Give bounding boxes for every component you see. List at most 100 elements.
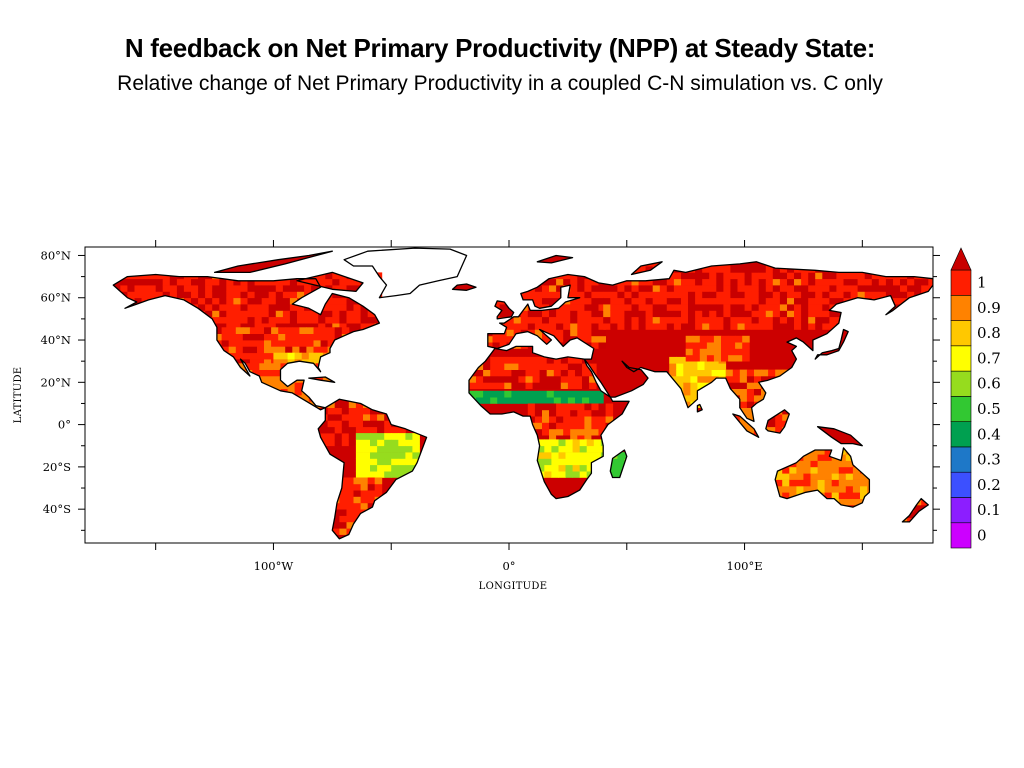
value-cell xyxy=(346,502,354,510)
value-cell xyxy=(584,335,592,343)
value-cell xyxy=(214,359,223,366)
value-cell xyxy=(308,365,317,373)
value-cell xyxy=(228,340,237,347)
value-cell xyxy=(570,428,578,436)
value-cell xyxy=(176,310,185,318)
value-cell xyxy=(268,323,277,330)
value-cell xyxy=(893,259,901,267)
value-cell xyxy=(235,359,244,366)
value-cell xyxy=(315,376,324,383)
value-cell xyxy=(398,433,406,440)
value-cell xyxy=(325,278,333,286)
value-cell xyxy=(254,323,263,330)
value-cell xyxy=(610,304,618,311)
value-cell xyxy=(699,342,708,349)
value-cell xyxy=(532,390,541,398)
value-cell xyxy=(732,426,741,434)
value-cell xyxy=(346,509,354,516)
value-cell xyxy=(673,259,682,267)
value-cell xyxy=(242,340,251,347)
value-cell xyxy=(737,278,745,286)
value-cell xyxy=(297,285,305,292)
value-cell xyxy=(584,316,592,324)
value-cell xyxy=(570,329,578,337)
value-cell xyxy=(226,272,234,280)
value-cell xyxy=(360,521,369,529)
value-cell xyxy=(567,356,576,364)
value-cell xyxy=(320,359,329,366)
value-cell xyxy=(287,382,296,389)
colorbar-label: 0.6 xyxy=(977,375,1001,393)
value-cell xyxy=(355,426,364,434)
value-cell xyxy=(127,323,135,330)
value-cell xyxy=(579,464,588,472)
value-cell xyxy=(838,473,847,480)
value-cell xyxy=(513,291,522,299)
value-cell xyxy=(864,316,873,324)
value-cell xyxy=(789,420,797,428)
value-cell xyxy=(405,433,413,440)
value-cell xyxy=(893,310,901,318)
value-cell xyxy=(850,291,859,299)
value-cell xyxy=(742,342,750,349)
value-cell xyxy=(304,297,312,305)
value-cell xyxy=(235,352,244,360)
value-cell xyxy=(624,304,632,311)
value-cell xyxy=(287,388,296,396)
value-cell xyxy=(490,356,498,364)
value-cell xyxy=(370,426,378,434)
value-cell xyxy=(754,407,762,415)
value-cell xyxy=(624,464,632,472)
value-cell xyxy=(294,382,303,389)
value-cell xyxy=(546,382,555,389)
value-cell xyxy=(264,340,272,347)
value-cell xyxy=(709,272,717,280)
value-cell xyxy=(228,333,237,341)
value-cell xyxy=(850,266,859,273)
value-cell xyxy=(127,285,135,292)
value-cell xyxy=(652,278,661,286)
value-cells xyxy=(120,259,933,539)
value-cell xyxy=(353,272,361,280)
value-cell xyxy=(666,310,675,318)
value-cell xyxy=(360,515,369,523)
value-cell xyxy=(511,397,519,404)
value-cell xyxy=(885,291,894,299)
value-cell xyxy=(871,323,880,330)
value-cell xyxy=(332,272,340,280)
value-cell xyxy=(527,278,536,286)
value-cell xyxy=(412,471,420,478)
value-cell xyxy=(794,291,802,299)
value-cell xyxy=(716,304,724,311)
value-cell xyxy=(492,285,500,292)
value-cell xyxy=(348,439,357,447)
value-cell xyxy=(346,310,354,318)
value-cell xyxy=(266,395,274,402)
value-cell xyxy=(549,323,557,330)
value-cell xyxy=(737,304,745,311)
y-tick-label: 80°N xyxy=(41,248,71,262)
value-cell xyxy=(598,416,606,423)
value-cell xyxy=(572,452,581,459)
value-cell xyxy=(226,304,234,311)
map-content xyxy=(112,247,933,540)
value-cell xyxy=(685,348,694,356)
value-cell xyxy=(702,310,710,318)
value-cell xyxy=(739,439,748,447)
value-cell xyxy=(838,460,847,468)
value-cell xyxy=(787,291,795,299)
value-cell xyxy=(556,335,564,343)
value-cell xyxy=(681,304,689,311)
value-cell xyxy=(801,310,809,318)
value-cell xyxy=(739,376,748,383)
value-cell xyxy=(266,376,274,383)
value-cell xyxy=(893,272,901,280)
value-cell xyxy=(219,323,227,330)
value-cell xyxy=(570,278,578,286)
value-cell xyxy=(360,272,369,280)
value-cell xyxy=(772,291,781,299)
value-cell xyxy=(638,266,647,273)
value-cell xyxy=(751,310,760,318)
value-cell xyxy=(212,291,220,299)
value-cell xyxy=(327,407,336,415)
